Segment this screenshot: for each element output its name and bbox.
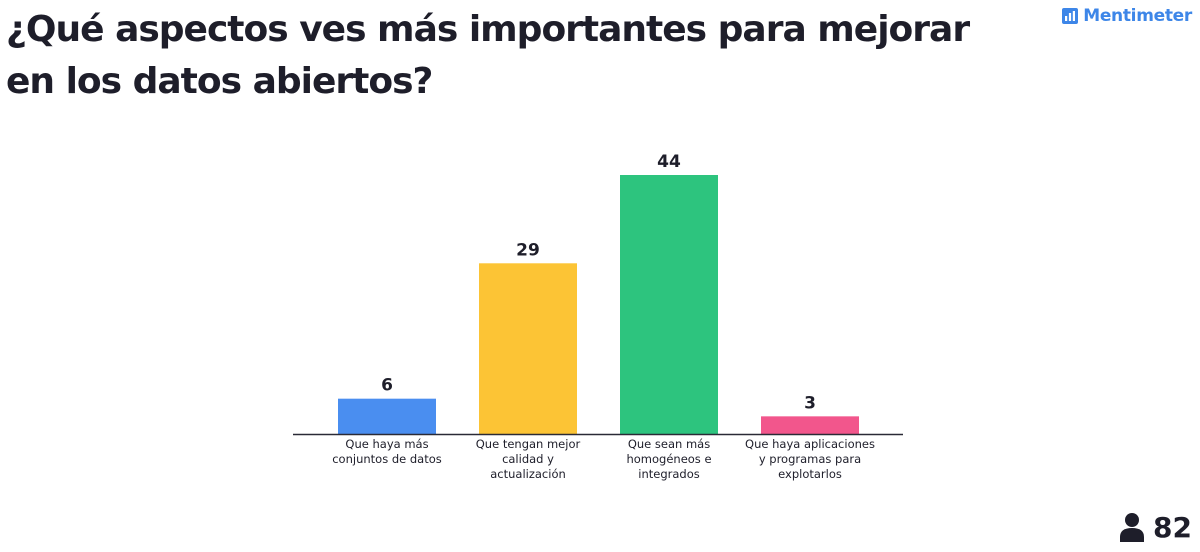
bar-value-label-4: 3 xyxy=(804,393,816,413)
participant-count: 82 xyxy=(1119,510,1192,544)
participants-count: 82 xyxy=(1153,510,1192,544)
mentimeter-logo: Mentimeter xyxy=(1062,5,1192,27)
bar-3 xyxy=(620,175,718,434)
person-icon xyxy=(1120,513,1145,542)
bar-value-label-1: 6 xyxy=(381,376,393,396)
category-label-2: Que tengan mejor calidad y actualización xyxy=(475,437,581,481)
bar-chart-icon xyxy=(1062,8,1079,24)
category-label-3: Que sean más homogéneos e integrados xyxy=(626,437,712,481)
bar-2 xyxy=(479,263,577,434)
bar-value-label-2: 29 xyxy=(516,240,540,260)
bar-1 xyxy=(338,398,436,434)
bar-4 xyxy=(761,416,859,434)
bar-value-label-3: 44 xyxy=(657,152,681,172)
category-label-4: Que haya aplicaciones y programas para e… xyxy=(745,437,875,481)
brand-name: Mentimeter xyxy=(1083,6,1192,26)
question-title: ¿Qué aspectos ves más importantes para m… xyxy=(6,9,970,102)
category-label-1: Que haya más conjuntos de datos xyxy=(332,437,442,466)
